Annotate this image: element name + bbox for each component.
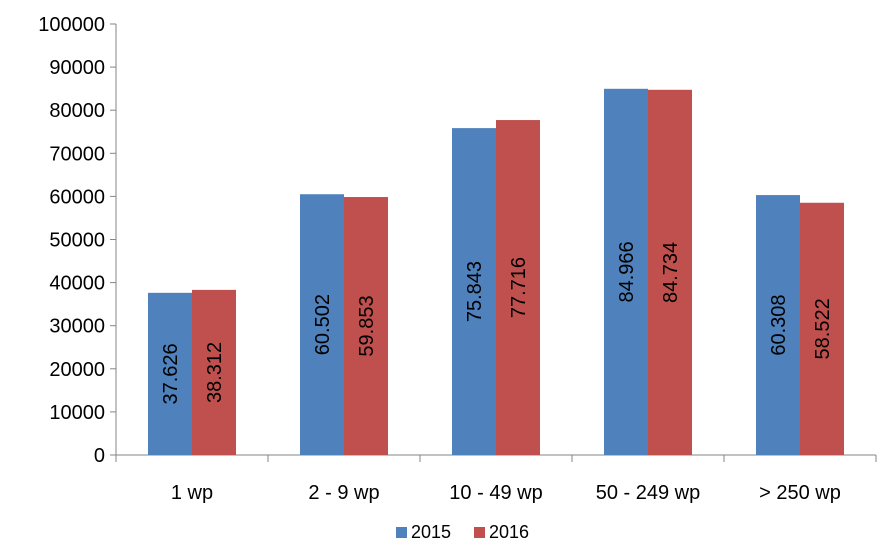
data-label: 60.502 [312, 294, 334, 355]
legend: 2015 2016 [396, 522, 529, 542]
bar-2015-4 [756, 195, 800, 456]
data-label: 84.966 [616, 241, 638, 302]
data-label: 37.626 [160, 343, 182, 404]
bar-2016-2 [496, 120, 540, 455]
y-tick-label: 20000 [49, 359, 105, 381]
data-label: 58.522 [812, 298, 834, 359]
x-category-label: 50 - 249 wp [596, 482, 701, 504]
legend-label: 2015 [411, 522, 451, 542]
bar-2015-1 [300, 194, 344, 455]
x-category-label: 1 wp [171, 482, 213, 504]
y-tick-label: 100000 [38, 14, 105, 36]
legend-swatch [396, 527, 407, 538]
y-tick-label: 80000 [49, 100, 105, 122]
data-label: 77.716 [508, 257, 530, 318]
bar-2016-1 [344, 197, 388, 455]
data-label: 75.843 [464, 261, 486, 322]
bars-group: 37.626 60.502 75.843 84.966 60.308 38.312 59.8… [148, 88, 844, 456]
data-label: 59.853 [356, 295, 378, 356]
y-tick-label: 30000 [49, 316, 105, 338]
y-tick-label: 0 [94, 445, 105, 467]
bar-2016-4 [800, 202, 844, 455]
x-category-label: > 250 wp [759, 482, 841, 504]
y-tick-label: 40000 [49, 273, 105, 295]
y-axis: 0 10000 20000 30000 40000 50000 60000 70000 8000… [38, 14, 117, 467]
bar-2015-0 [148, 292, 192, 455]
bar-2016-3 [648, 89, 692, 456]
data-label: 38.312 [204, 342, 226, 403]
bar-2016-0 [192, 289, 236, 455]
bar-2015-3 [604, 88, 648, 455]
y-tick-label: 70000 [49, 143, 105, 165]
bar-2015-2 [452, 128, 496, 455]
y-tick-label: 10000 [49, 402, 105, 424]
x-axis: 1 wp 2 - 9 wp 10 - 49 wp 50 - 249 wp > 250 w… [115, 454, 877, 504]
y-tick-label: 60000 [49, 186, 105, 208]
data-label: 60.308 [768, 294, 790, 355]
y-tick-label: 50000 [49, 230, 105, 252]
y-tick-label: 90000 [49, 57, 105, 79]
legend-label: 2016 [489, 522, 529, 542]
data-label: 84.734 [660, 242, 682, 303]
x-category-label: 2 - 9 wp [308, 482, 379, 504]
legend-swatch [474, 527, 485, 538]
x-category-label: 10 - 49 wp [449, 482, 542, 504]
